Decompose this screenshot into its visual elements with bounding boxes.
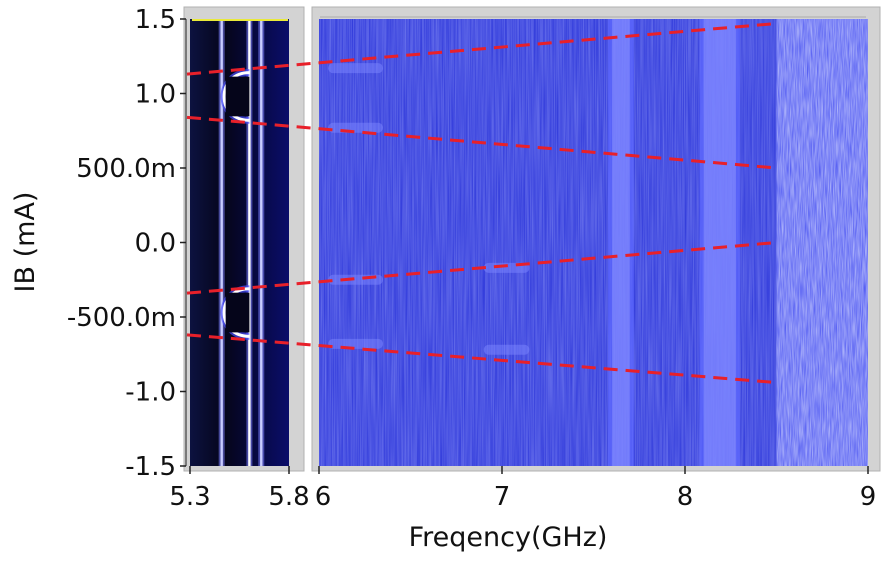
x-tick-label-right: 7 <box>494 482 511 512</box>
y-axis-title: IB (mA) <box>10 192 41 293</box>
y-tick-label: 1.5 <box>135 5 176 35</box>
left-bright-line <box>260 19 263 466</box>
right-heatmap <box>319 19 868 466</box>
y-tick-label: 1.0 <box>135 80 176 110</box>
left-bright-line <box>248 19 251 466</box>
y-tick-label: -1.0 <box>125 378 176 408</box>
x-axis-right: 6 7 8 9 <box>315 466 877 512</box>
right-bright-band <box>699 19 740 466</box>
y-tick-label: -1.5 <box>125 452 176 482</box>
x-tick-label-right: 9 <box>860 482 877 512</box>
fit-line <box>186 21 777 76</box>
left-arc-shadow <box>225 76 250 117</box>
right-faint-segment <box>328 122 384 133</box>
y-tick-label: 0.0 <box>135 229 176 259</box>
fit-line <box>186 241 777 295</box>
fit-line <box>186 115 777 170</box>
y-axis: 1.5 1.0 500.0m 0.0 -500.0m -1.0 -1.5 <box>67 5 187 482</box>
right-faint-segment <box>328 338 384 349</box>
right-noise-texture <box>776 19 868 466</box>
x-tick-label-right: 6 <box>315 482 332 512</box>
right-faint-segment <box>483 344 530 355</box>
x-tick-label-right: 8 <box>677 482 694 512</box>
y-tick-label: -500.0m <box>67 303 176 333</box>
fit-line <box>186 333 777 385</box>
x-axis-left: 5.3 5.8 <box>169 466 310 512</box>
right-faint-segment <box>328 63 384 74</box>
right-bright-band-core <box>703 19 736 466</box>
right-bright-band <box>608 19 634 466</box>
fit-lines <box>186 21 777 385</box>
x-axis-title: Freqency(GHz) <box>409 522 608 553</box>
left-arc <box>222 287 250 338</box>
left-heatmap <box>190 19 289 466</box>
left-bright-line <box>220 19 223 466</box>
right-bright-band-core <box>612 19 630 466</box>
x-tick-label-left: 5.3 <box>169 482 210 512</box>
y-tick-label: 500.0m <box>76 154 176 184</box>
left-arc-shadow <box>225 292 250 333</box>
left-arc <box>222 71 250 122</box>
x-tick-label-left: 5.8 <box>268 482 309 512</box>
